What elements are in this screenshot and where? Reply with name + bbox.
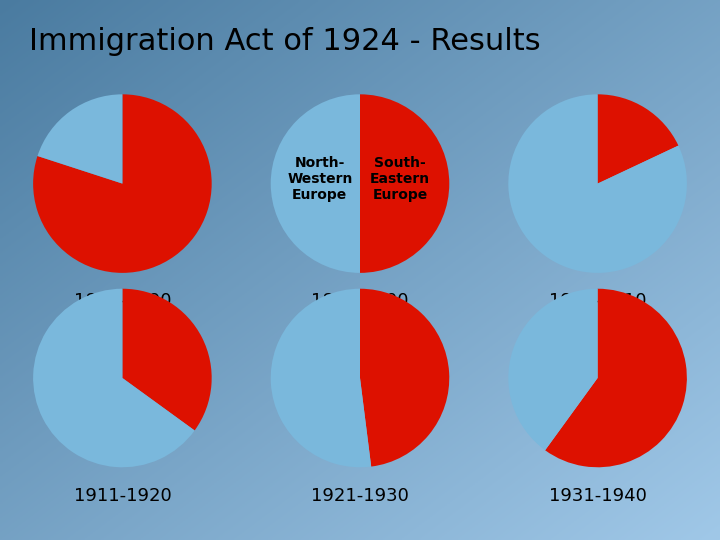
Wedge shape (33, 289, 194, 467)
Wedge shape (33, 94, 212, 273)
Wedge shape (545, 289, 687, 467)
Text: 1881-1890: 1881-1890 (73, 293, 171, 310)
Text: Immigration Act of 1924 - Results: Immigration Act of 1924 - Results (29, 27, 541, 56)
Wedge shape (271, 289, 372, 467)
Text: 1931-1940: 1931-1940 (549, 487, 647, 505)
Wedge shape (271, 94, 360, 273)
Wedge shape (37, 94, 122, 184)
Wedge shape (508, 94, 687, 273)
Wedge shape (508, 289, 598, 450)
Wedge shape (360, 289, 449, 467)
Text: 1921-1930: 1921-1930 (311, 487, 409, 505)
Text: South-
Eastern
Europe: South- Eastern Europe (370, 156, 431, 202)
Text: 1901-1910: 1901-1910 (549, 293, 647, 310)
Text: North-
Western
Europe: North- Western Europe (287, 156, 353, 202)
Text: 1891-1900: 1891-1900 (311, 293, 409, 310)
Text: 1911-1920: 1911-1920 (73, 487, 171, 505)
Wedge shape (360, 94, 449, 273)
Wedge shape (598, 94, 678, 184)
Wedge shape (122, 289, 212, 430)
